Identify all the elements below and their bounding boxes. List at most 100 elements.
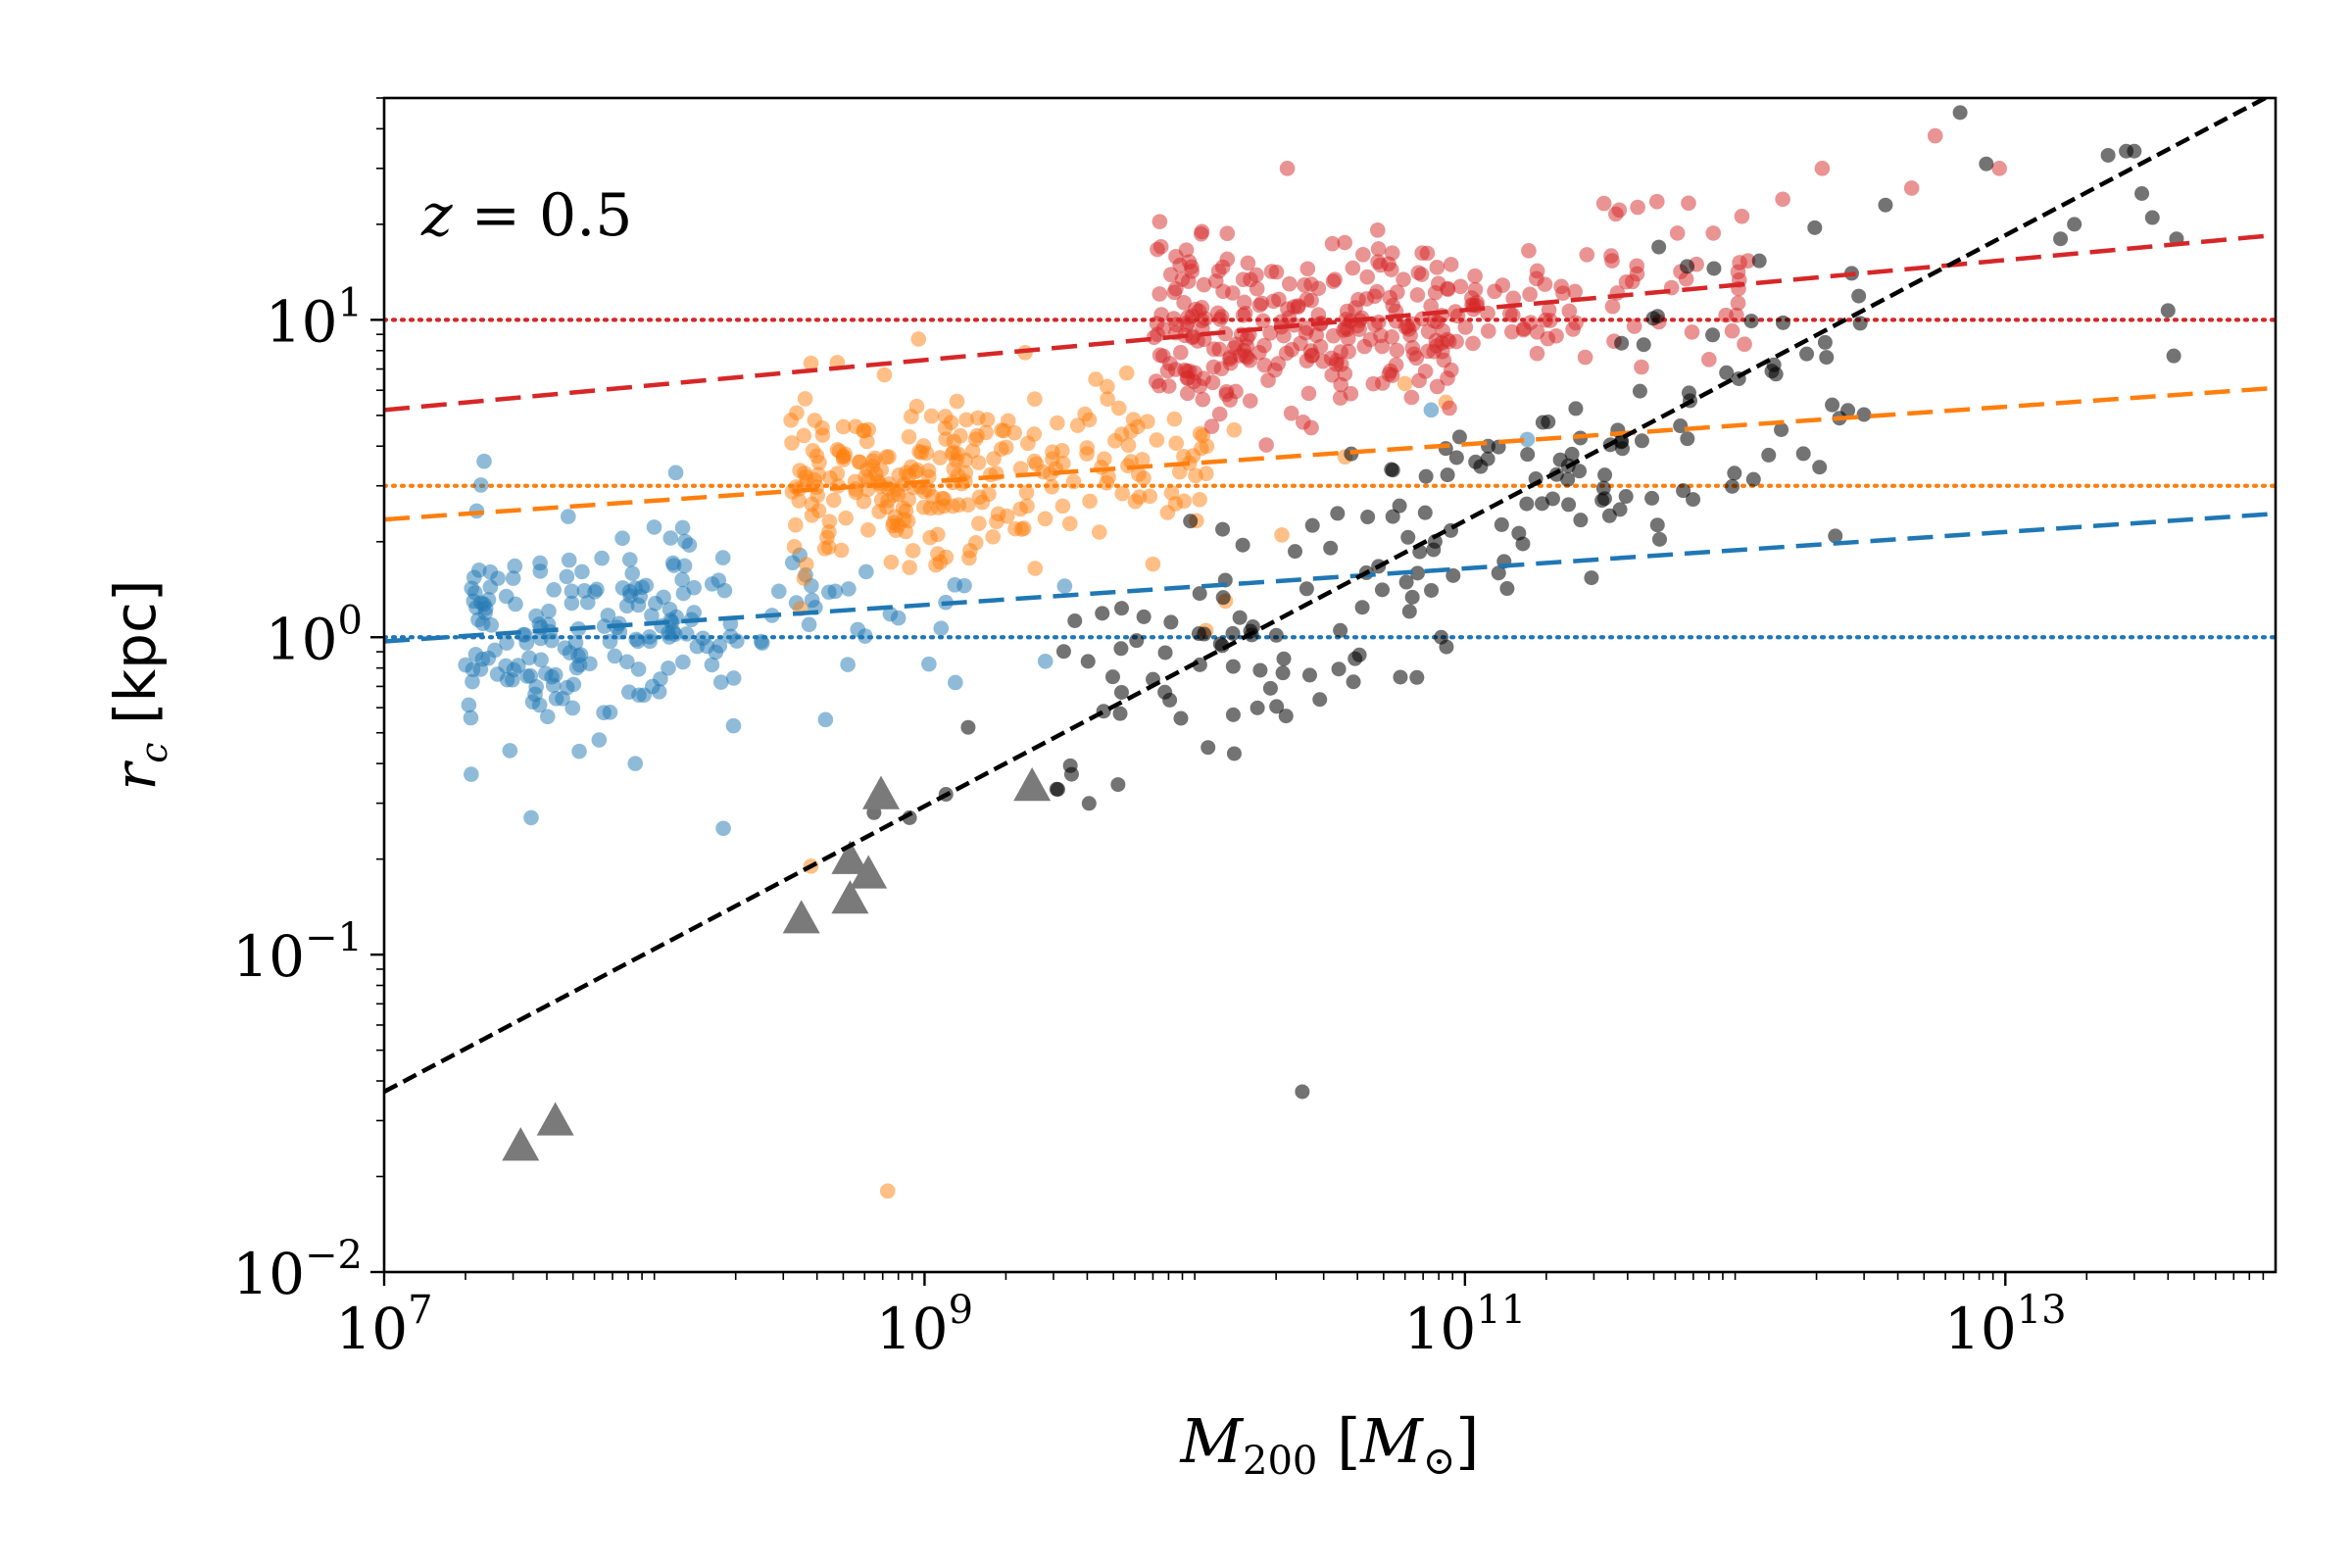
red-data-point (1465, 335, 1481, 352)
blue-data-point (523, 809, 539, 826)
red-data-point (1555, 285, 1571, 301)
orange-data-point (797, 391, 813, 407)
black-data-point (1312, 692, 1328, 708)
blue-data-point (600, 608, 616, 623)
black-data-point (1354, 600, 1370, 615)
red-data-point (1302, 343, 1319, 359)
black-data-point (1225, 625, 1241, 641)
black-data-point (1392, 498, 1407, 514)
orange-data-point (998, 439, 1014, 456)
black-data-point (1385, 509, 1400, 524)
red-data-point (1205, 341, 1222, 357)
x-tick-exponent: 9 (949, 1288, 973, 1333)
x-tick-label: 109 (876, 1288, 973, 1362)
blue-data-point (725, 670, 742, 686)
blue-data-point (519, 668, 535, 684)
red-data-point (1152, 286, 1168, 302)
orange-data-point (788, 516, 804, 533)
blue-data-point (753, 633, 769, 650)
orange-data-point (981, 486, 997, 503)
black-data-point (1743, 314, 1759, 329)
red-data-point (1522, 286, 1538, 303)
blue-data-point (651, 684, 667, 700)
red-data-point (1382, 289, 1398, 306)
red-data-point (1568, 315, 1584, 331)
blue-data-point (1056, 578, 1073, 594)
black-data-point (1295, 1084, 1310, 1100)
red-data-point (1529, 324, 1545, 340)
red-data-point (1222, 392, 1238, 408)
black-data-point (1409, 669, 1425, 685)
x-tick-label: 107 (335, 1288, 432, 1362)
blue-data-point (591, 732, 608, 748)
black-data-point (1775, 315, 1790, 330)
black-data-point (1424, 582, 1440, 598)
orange-data-point (1194, 440, 1209, 457)
red-data-point (1991, 161, 2007, 176)
blue-data-point (516, 626, 533, 643)
blue-data-point (858, 564, 874, 580)
red-data-point (1337, 234, 1352, 251)
red-data-point (1162, 267, 1179, 282)
red-data-point (1505, 290, 1522, 307)
black-data-point (1330, 506, 1346, 521)
orange-data-point (836, 452, 852, 467)
black-data-point (1520, 447, 1536, 463)
orange-data-point (1111, 400, 1127, 416)
red-data-point (1283, 405, 1299, 421)
orange-data-point (883, 554, 900, 570)
orange-data-point (967, 431, 984, 448)
red-data-point (1345, 260, 1361, 276)
blue-data-point (476, 596, 492, 612)
black-data-point (1331, 662, 1347, 677)
black-data-point (1615, 441, 1631, 457)
black-data-point (1374, 582, 1390, 598)
y-tick-base: 10 (232, 1241, 305, 1307)
orange-data-point (881, 449, 897, 465)
blue-data-point (461, 697, 477, 713)
red-data-point (1303, 419, 1319, 436)
orange-data-point (786, 539, 803, 555)
black-data-point (1807, 220, 1823, 235)
black-data-point (1649, 517, 1665, 533)
red-data-point (1603, 248, 1619, 264)
orange-data-point (789, 405, 805, 421)
red-data-point (1734, 208, 1750, 224)
red-data-point (1448, 333, 1464, 350)
red-data-point (1260, 372, 1276, 388)
orange-data-point (1100, 378, 1115, 395)
blue-data-point (662, 612, 679, 628)
orange-data-point (796, 570, 812, 586)
redshift-symbol: z (420, 181, 453, 250)
red-data-point (1168, 280, 1184, 297)
blue-data-point (458, 657, 473, 673)
orange-data-point (835, 418, 852, 435)
black-data-point (1519, 496, 1535, 512)
red-data-point (1235, 271, 1251, 287)
orange-data-point (808, 479, 825, 495)
blue-data-point (708, 644, 724, 661)
red-data-point (1538, 312, 1553, 328)
blue-data-point (474, 615, 491, 632)
red-data-point (1196, 276, 1212, 293)
red-data-point (1303, 292, 1319, 309)
red-data-point (1529, 345, 1545, 362)
red-data-point (1409, 287, 1426, 303)
blue-data-point (1423, 402, 1440, 418)
red-data-point (1279, 161, 1296, 176)
black-data-point (1817, 334, 1833, 350)
red-data-point (1152, 238, 1169, 255)
black-data-point (2067, 217, 2082, 232)
y-tick-base: 10 (232, 923, 305, 990)
black-data-point (1104, 669, 1120, 685)
red-data-point (1369, 222, 1386, 238)
orange-data-point (805, 443, 821, 459)
blue-data-point (571, 743, 587, 760)
red-data-point (1325, 273, 1342, 289)
y-tick-exponent: −1 (305, 915, 363, 960)
black-data-point (1157, 645, 1173, 661)
blue-data-point (770, 583, 787, 600)
triangle-marker (831, 880, 869, 914)
orange-data-point (821, 514, 838, 529)
